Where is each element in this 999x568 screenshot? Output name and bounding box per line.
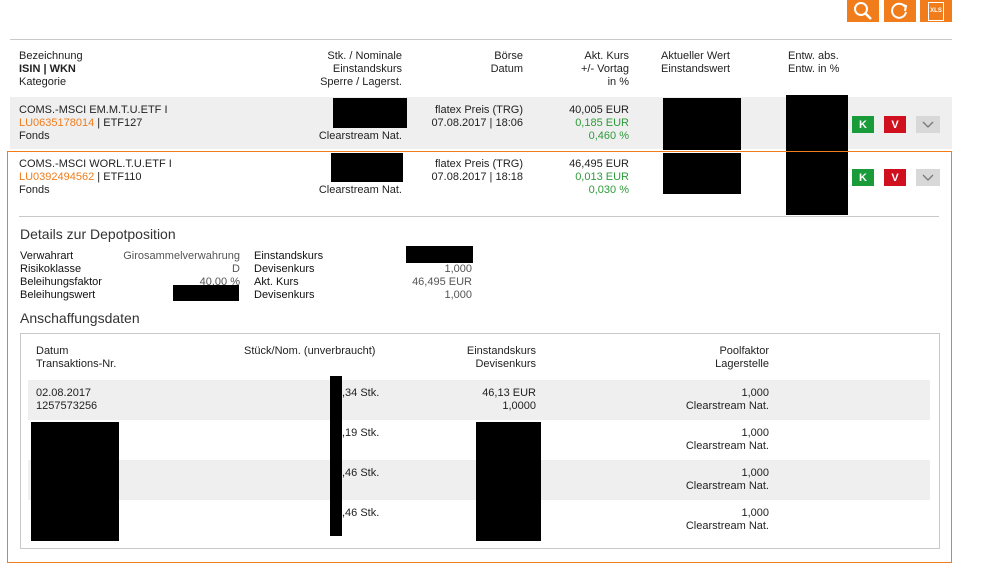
acq-header-datum: Datum Transaktions-Nr. xyxy=(36,345,117,370)
position-price: 46,495 EUR xyxy=(569,158,629,170)
acquisition-title: Anschaffungsdaten xyxy=(20,310,140,326)
acq-header-stueck: Stück/Nom. (unverbraucht) xyxy=(244,345,376,357)
details-divider xyxy=(19,216,939,217)
acq-header-pool: Poolfaktor Lagerstelle xyxy=(715,345,769,370)
position-change-pct: 0,030 % xyxy=(588,184,629,196)
position-change-abs: 0,013 EUR xyxy=(575,171,629,183)
position-exchange: flatex Preis (TRG) xyxy=(434,104,523,116)
acq-pool: 1,000 Clearstream Nat. xyxy=(685,467,769,492)
acq-pool: 1,000 Clearstream Nat. xyxy=(685,427,769,452)
col-header-wert[interactable]: Aktueller Wert Einstandswert xyxy=(661,50,731,75)
position-name[interactable]: COMS.-MSCI EM.M.T.U.ETF I xyxy=(19,104,168,116)
header-divider xyxy=(10,39,952,40)
sell-button[interactable]: V xyxy=(884,116,906,133)
isin-link[interactable]: LU0635178014 xyxy=(19,117,95,129)
chevron-down-icon xyxy=(922,121,934,128)
expand-button[interactable] xyxy=(916,116,940,133)
position-price: 40,005 EUR xyxy=(569,104,629,116)
xls-file-icon: XLS xyxy=(928,1,944,21)
position-name[interactable]: COMS.-MSCI WORL.T.U.ETF I xyxy=(19,158,172,170)
redacted-box xyxy=(333,98,407,128)
redacted-box xyxy=(173,285,239,301)
position-change-pct: 0,460 % xyxy=(588,130,629,142)
position-lager: Clearstream Nat. xyxy=(318,184,402,196)
acq-header-kurs: Einstandskurs Devisenkurs xyxy=(466,345,536,370)
collapse-button[interactable] xyxy=(916,169,940,186)
buy-button[interactable]: K xyxy=(852,169,874,186)
refresh-button[interactable] xyxy=(884,0,916,22)
chevron-down-icon xyxy=(922,174,934,181)
acquisition-table xyxy=(20,333,940,549)
refresh-icon xyxy=(891,2,908,19)
details-left: Verwahrart Girosammelverwahrung Risikokla… xyxy=(20,250,240,301)
sell-button[interactable]: V xyxy=(884,169,906,186)
expanded-position-panel xyxy=(7,151,952,563)
acq-qty: ,46 Stk. xyxy=(342,507,380,519)
redacted-box xyxy=(330,376,342,536)
isin-link[interactable]: LU0392494562 xyxy=(19,171,95,183)
redacted-box xyxy=(331,153,403,182)
table-row xyxy=(28,380,930,420)
acq-pool: 1,000 Clearstream Nat. xyxy=(685,507,769,532)
details-right: Einstandskurs Devisenkurs 1,000 Akt. Kurs… xyxy=(254,250,472,301)
col-header-bezeichnung[interactable]: Bezeichnung ISIN | WKN Kategorie xyxy=(19,50,83,88)
export-xls-button[interactable]: XLS xyxy=(920,0,952,22)
acq-pool: 1,000 Clearstream Nat. xyxy=(685,387,769,412)
redacted-box xyxy=(663,153,741,194)
search-icon xyxy=(854,2,872,20)
redacted-box xyxy=(786,95,848,215)
acq-kurs: 46,13 EUR 1,0000 xyxy=(482,387,536,412)
details-title: Details zur Depotposition xyxy=(20,226,176,242)
acq-qty: ,46 Stk. xyxy=(342,467,380,479)
position-isin-wkn: LU0635178014 | ETF127 xyxy=(19,117,143,129)
position-isin-wkn: LU0392494562 | ETF110 xyxy=(19,171,142,183)
acq-qty: ,34 Stk. xyxy=(342,387,380,399)
position-change-abs: 0,185 EUR xyxy=(575,117,629,129)
col-header-kurs[interactable]: Akt. Kurs +/- Vortag in % xyxy=(580,50,629,88)
position-datetime: 07.08.2017 | 18:18 xyxy=(431,171,523,183)
search-button[interactable] xyxy=(847,0,879,22)
redacted-box xyxy=(31,422,119,541)
acq-date: 02.08.2017 1257573256 xyxy=(36,387,98,412)
redacted-box xyxy=(406,246,473,263)
col-header-stk[interactable]: Stk. / Nominale Einstandskurs Sperre / L… xyxy=(320,50,402,88)
acq-qty: ,19 Stk. xyxy=(342,427,380,439)
redacted-box xyxy=(476,422,541,541)
position-exchange: flatex Preis (TRG) xyxy=(434,158,523,170)
position-category: Fonds xyxy=(19,130,50,142)
redacted-box xyxy=(663,98,741,150)
position-datetime: 07.08.2017 | 18:06 xyxy=(431,117,523,129)
col-header-entw[interactable]: Entw. abs. Entw. in % xyxy=(788,50,840,75)
buy-button[interactable]: K xyxy=(852,116,874,133)
position-lager: Clearstream Nat. xyxy=(318,130,402,142)
position-category: Fonds xyxy=(19,184,50,196)
col-header-boerse[interactable]: Börse Datum xyxy=(490,50,523,75)
